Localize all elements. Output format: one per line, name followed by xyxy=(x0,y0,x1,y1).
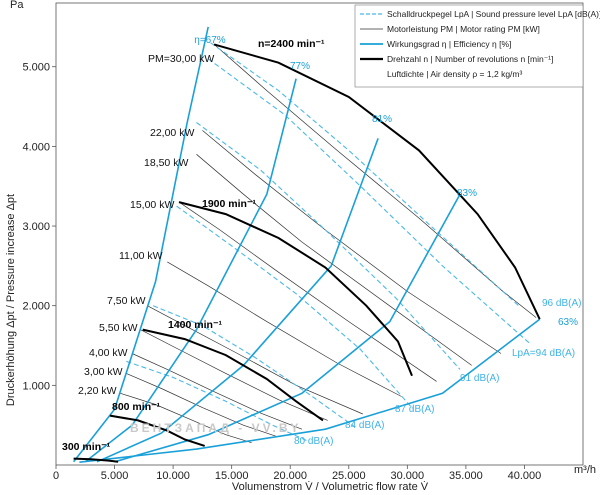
sound-line-84-db-a xyxy=(152,305,355,428)
power-label-15-00-kw: 15,00 kW xyxy=(130,199,174,211)
y-axis-unit: Pa xyxy=(10,0,24,11)
power-line-7-50-kw xyxy=(147,305,363,415)
sound-label-80-db-a: 80 dB(A) xyxy=(294,436,333,447)
legend-entry-text: Drehzahl n | Number of revolutions n [mi… xyxy=(387,54,553,64)
speed-label-800-min: 800 min⁻¹ xyxy=(112,401,161,413)
speed-curves xyxy=(73,43,541,463)
y-tick-label: 5.000 xyxy=(22,62,50,74)
sound-label-84-db-a: 84 dB(A) xyxy=(345,420,384,431)
power-label-3-00-kw: 3,00 kW xyxy=(84,366,123,378)
efficiency-line-63 xyxy=(79,318,541,463)
legend-entry-text: Wirkungsgrad η | Efficiency η [%] xyxy=(387,39,511,49)
plot-frame xyxy=(55,2,584,466)
speed-curve-n-2400-min xyxy=(213,43,541,320)
sound-line-87-db-a xyxy=(176,205,414,410)
power-line-4-00-kw xyxy=(131,353,303,430)
efficiency-label-67: η=67% xyxy=(194,35,226,46)
legend-entry-text: Schalldruckpegel LpA | Sound pressure le… xyxy=(387,9,600,19)
sound-line-91-db-a xyxy=(196,122,461,370)
sound-lines xyxy=(126,42,531,442)
speed-curve-800-min xyxy=(109,414,206,447)
power-line-22-00-kw xyxy=(202,130,502,354)
speed-label-n-2400-min: n=2400 min⁻¹ xyxy=(258,38,325,50)
x-axis-unit: m³/h xyxy=(574,464,596,476)
efficiency-line-67 xyxy=(72,26,209,463)
x-tick-label: 5.000 xyxy=(101,470,129,482)
speed-curve-1900-min xyxy=(178,201,413,377)
x-tick-label: 15.000 xyxy=(215,470,249,482)
sound-line-80-db-a xyxy=(126,360,309,442)
legend-entry-text: Luftdichte | Air density ρ = 1,2 kg/m³ xyxy=(387,69,522,79)
power-line-pm-30-00-kw xyxy=(213,44,537,318)
power-line-18-50-kw xyxy=(196,154,472,366)
x-tick-label: 20.000 xyxy=(273,470,307,482)
power-label-pm-30-00-kw: PM=30,00 kW xyxy=(148,53,214,65)
power-label-11-00-kw: 11,00 kW xyxy=(119,250,163,262)
axes: 0 5.000 10.000 15.000 20.000 25.000 30.000 35.0… xyxy=(22,62,541,482)
sound-label-91-db-a: 91 dB(A) xyxy=(460,373,499,384)
speed-label-1400-min: 1400 min⁻¹ xyxy=(168,319,222,331)
legend: Schalldruckpegel LpA | Sound pressure le… xyxy=(354,4,600,88)
sound-line-lpa-94-db-a xyxy=(207,58,531,345)
x-tick-label: 35.000 xyxy=(449,470,483,482)
power-label-18-50-kw: 18,50 kW xyxy=(144,157,188,169)
y-tick-label: 4.000 xyxy=(22,141,50,153)
efficiency-line-77 xyxy=(84,78,297,463)
power-line-3-00-kw xyxy=(126,373,277,437)
curve-labels: η=67% 77% 81% 83% 63% PM=30,00 kW 22,00 kW 18,5… xyxy=(62,35,581,453)
power-line-11-00-kw xyxy=(167,261,402,397)
x-tick-label: 10.000 xyxy=(156,470,190,482)
power-label-4-00-kw: 4,00 kW xyxy=(89,347,128,359)
sound-label-lpa-94-db-a: LpA=94 dB(A) xyxy=(512,348,575,359)
plot-border xyxy=(55,2,584,466)
y-tick-label: 1.000 xyxy=(22,380,50,392)
efficiency-label-81: 81% xyxy=(372,114,392,125)
power-line-5-50-kw xyxy=(140,329,328,421)
x-tick-label: 0 xyxy=(53,470,59,482)
efficiency-lines xyxy=(72,26,541,463)
y-tick-label: 3.000 xyxy=(22,221,50,233)
speed-label-1900-min: 1900 min⁻¹ xyxy=(202,198,256,210)
y-axis-label: Druckerhöhung Δpt / Pressure increase Δp… xyxy=(5,194,17,406)
speed-label-300-min: 300 min⁻¹ xyxy=(62,441,111,453)
efficiency-label-77: 77% xyxy=(290,61,310,72)
y-tick-label: 2.000 xyxy=(22,301,50,313)
x-tick-label: 30.000 xyxy=(391,470,425,482)
speed-curve-1400-min xyxy=(142,328,324,422)
legend-box xyxy=(354,4,584,88)
power-label-7-50-kw: 7,50 kW xyxy=(107,295,146,307)
x-tick-label: 40.000 xyxy=(508,470,542,482)
watermark-text: ВЕНТЗАПАД - VV.BY xyxy=(130,421,302,435)
x-axis-label: Volumenstrom V̇ / Volumetric flow rate V… xyxy=(232,480,429,493)
efficiency-line-83 xyxy=(114,193,461,463)
power-label-2-20-kw: 2,20 kW xyxy=(78,385,117,397)
sound-label-96-db-a: 96 dB(A) xyxy=(542,298,581,309)
power-line-15-00-kw xyxy=(178,201,437,382)
power-line-2-20-kw xyxy=(120,392,252,444)
speed-curve-300-min xyxy=(73,457,119,463)
power-lines xyxy=(120,44,537,444)
power-label-5-50-kw: 5,50 kW xyxy=(99,322,138,334)
x-tick-label: 25.000 xyxy=(332,470,366,482)
sound-label-87-db-a: 87 dB(A) xyxy=(395,404,434,415)
legend-entry-text: Motorleistung PM | Motor rating PM [kW] xyxy=(387,24,540,34)
efficiency-label-83: 83% xyxy=(457,188,477,199)
power-label-22-00-kw: 22,00 kW xyxy=(150,127,194,139)
efficiency-label-63: 63% xyxy=(558,317,578,328)
